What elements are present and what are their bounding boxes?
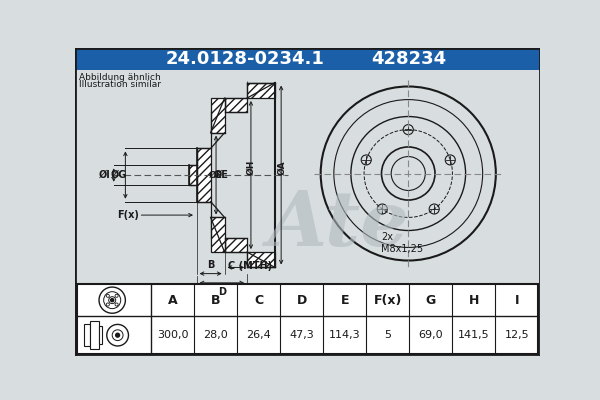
Text: 300,0: 300,0 <box>157 330 188 340</box>
Text: A: A <box>167 294 177 307</box>
Text: 114,3: 114,3 <box>329 330 361 340</box>
Text: ØI: ØI <box>98 170 110 180</box>
Text: C (MTH): C (MTH) <box>227 261 272 271</box>
Text: C: C <box>254 294 263 307</box>
Text: 24.0128-0234.1: 24.0128-0234.1 <box>166 50 325 68</box>
Text: ØE: ØE <box>214 170 229 180</box>
Text: 26,4: 26,4 <box>246 330 271 340</box>
Text: B: B <box>211 294 220 307</box>
Text: E: E <box>340 294 349 307</box>
Circle shape <box>116 333 119 337</box>
Bar <box>77 284 538 354</box>
Bar <box>176 71 288 283</box>
Bar <box>247 252 275 268</box>
Bar <box>247 83 275 98</box>
Text: F(x): F(x) <box>117 210 139 220</box>
Bar <box>224 238 247 252</box>
Circle shape <box>110 299 114 302</box>
Text: Ate: Ate <box>268 188 409 262</box>
Bar <box>189 166 197 185</box>
Bar <box>211 98 224 133</box>
Text: D: D <box>218 287 226 297</box>
Text: Illustration similar: Illustration similar <box>79 80 161 88</box>
Bar <box>90 321 99 349</box>
Text: I: I <box>515 294 519 307</box>
Text: 69,0: 69,0 <box>418 330 443 340</box>
Text: ØA: ØA <box>277 160 286 175</box>
Text: B: B <box>207 260 214 270</box>
Bar <box>99 326 102 344</box>
Bar <box>84 324 90 346</box>
Bar <box>224 98 247 112</box>
Text: H: H <box>469 294 479 307</box>
Bar <box>75 70 540 283</box>
Text: ØG: ØG <box>111 170 127 180</box>
Text: 428234: 428234 <box>371 50 446 68</box>
Text: 5: 5 <box>384 330 391 340</box>
Text: ØE: ØE <box>209 170 223 180</box>
Bar <box>211 218 224 252</box>
Text: G: G <box>425 294 436 307</box>
Text: 28,0: 28,0 <box>203 330 228 340</box>
Text: 2x
M8x1,25: 2x M8x1,25 <box>381 232 423 254</box>
Text: D: D <box>296 294 307 307</box>
Bar <box>75 48 540 70</box>
Text: 12,5: 12,5 <box>505 330 529 340</box>
Text: 141,5: 141,5 <box>458 330 490 340</box>
Text: ØH: ØH <box>247 160 256 175</box>
Text: F(x): F(x) <box>374 294 402 307</box>
Bar <box>197 148 211 202</box>
Text: 47,3: 47,3 <box>289 330 314 340</box>
Text: Abbildung ähnlich: Abbildung ähnlich <box>79 74 161 82</box>
